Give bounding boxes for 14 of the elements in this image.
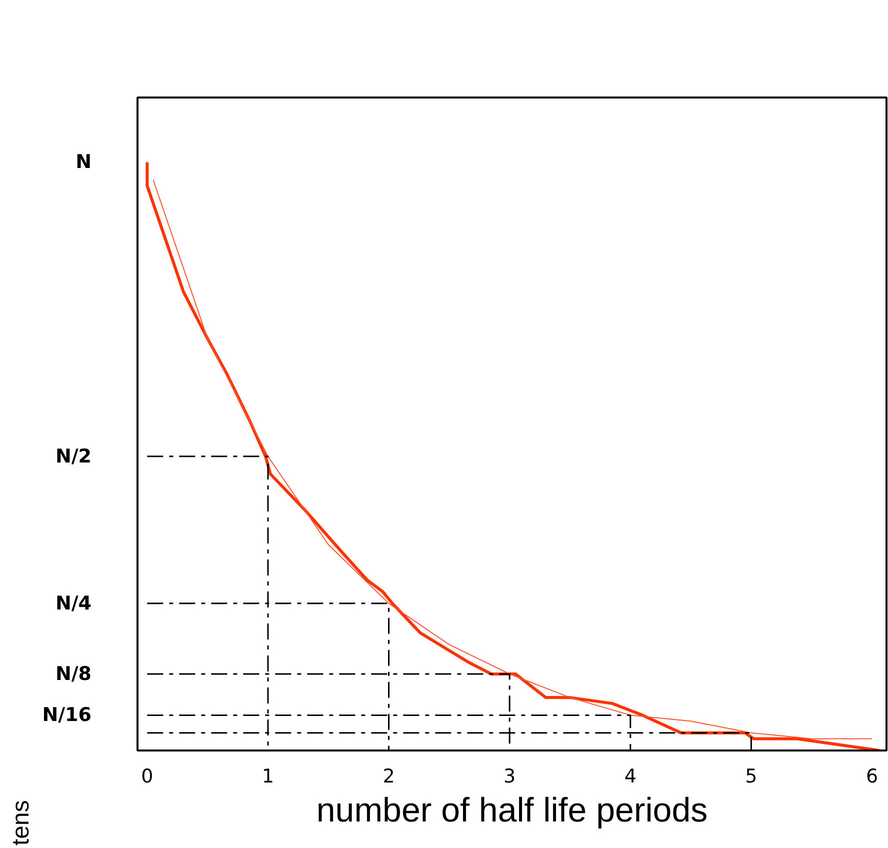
- x-tick-label: 5: [745, 766, 758, 788]
- text: tens: [8, 800, 34, 846]
- x-tick-label: 4: [624, 766, 636, 788]
- x-tick-label: 1: [262, 766, 274, 788]
- text: N/16: [42, 704, 92, 726]
- x-tick-label: 3: [504, 766, 516, 788]
- text: N/2: [55, 445, 92, 468]
- x-tick-label: 0: [141, 766, 154, 788]
- text: N: [76, 151, 92, 174]
- x-tick-label: 6: [866, 766, 878, 788]
- x-tick-label: 2: [382, 766, 395, 788]
- text: N/8: [55, 663, 92, 686]
- x-axis-title: number of half life periods: [316, 792, 708, 830]
- text: N/4: [55, 592, 92, 614]
